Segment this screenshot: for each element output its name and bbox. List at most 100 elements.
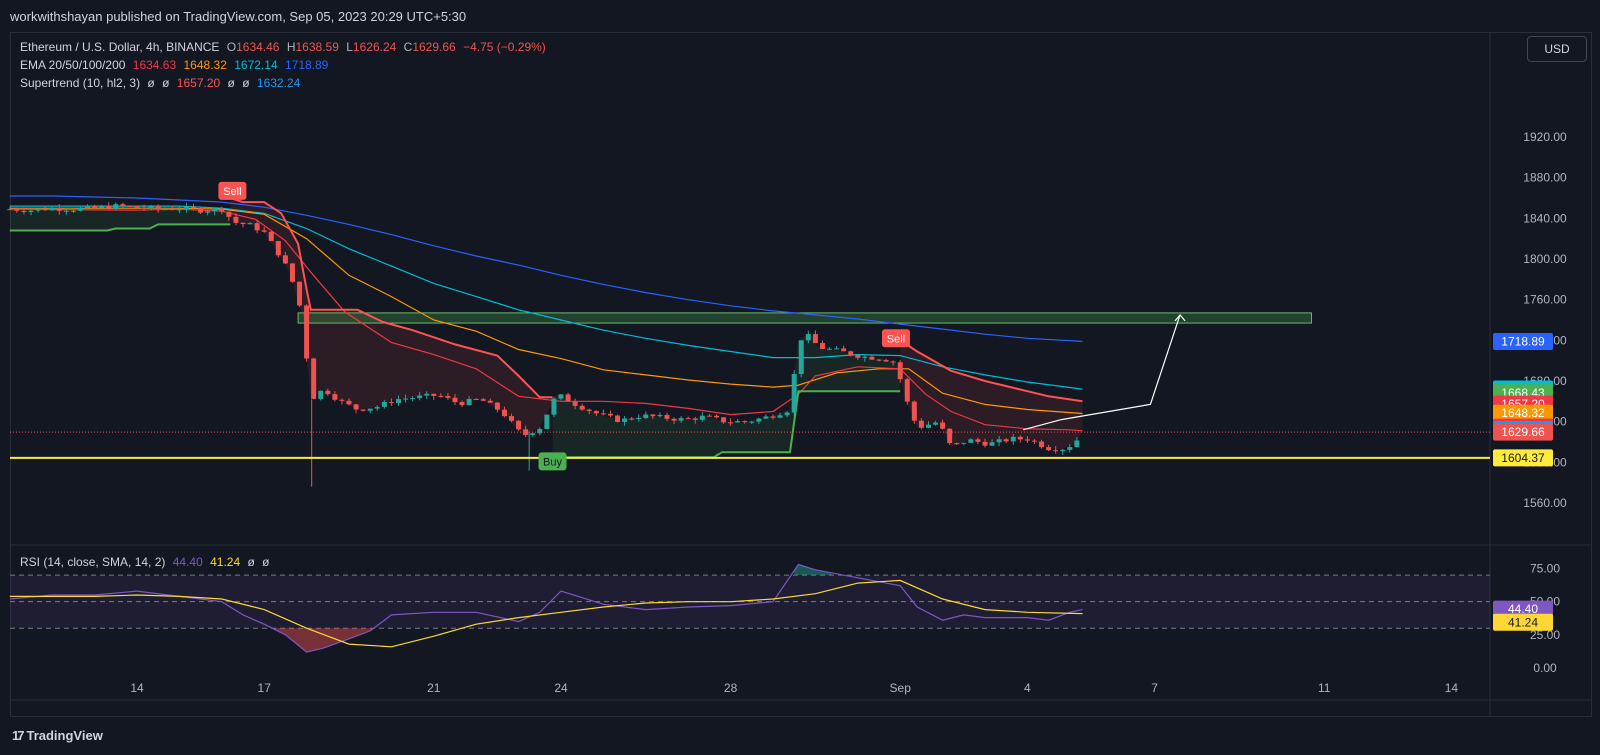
- candle-body: [728, 422, 734, 424]
- candle-body: [593, 411, 599, 414]
- candle-body: [339, 399, 345, 401]
- candle-body: [954, 443, 960, 445]
- candle-body: [155, 206, 161, 210]
- candle-body: [7, 209, 13, 211]
- candle-body: [516, 420, 522, 430]
- candle-body: [1060, 449, 1066, 452]
- candle-body: [862, 356, 868, 358]
- candle-body: [459, 402, 465, 406]
- tradingview-brand: TradingView: [26, 728, 103, 743]
- candle-body: [897, 362, 903, 380]
- candle-body: [92, 206, 98, 208]
- price-tick-label: 1920.00: [1523, 130, 1567, 144]
- ema200-line: [9, 195, 1083, 342]
- candle-body: [721, 417, 727, 423]
- rsi-tick-label: 75.00: [1530, 562, 1560, 576]
- rsi-label: RSI (14, close, SMA, 14, 2): [20, 555, 166, 569]
- top-bar: workwithshayan published on TradingView.…: [0, 0, 1600, 32]
- candle-body: [586, 409, 592, 412]
- candle-body: [360, 409, 366, 411]
- candle-body: [1067, 447, 1073, 450]
- candle-body: [395, 399, 401, 404]
- candle-body: [558, 394, 564, 399]
- candle-body: [749, 421, 755, 423]
- candle-body: [346, 400, 352, 405]
- candle-body: [933, 422, 939, 425]
- candle-body: [947, 428, 953, 444]
- candle-body: [148, 206, 154, 209]
- candle-body: [671, 418, 677, 421]
- time-tick-label: 14: [1445, 681, 1459, 695]
- candle-body: [282, 255, 288, 264]
- candle-body: [848, 351, 854, 356]
- candle-body: [261, 230, 267, 232]
- candle-body: [438, 395, 444, 397]
- candle-body: [706, 415, 712, 417]
- candle-body: [615, 415, 621, 422]
- candle-body: [289, 263, 295, 282]
- st-na-1: ø: [147, 76, 155, 90]
- candle-body: [940, 422, 946, 429]
- candle-body: [742, 421, 748, 423]
- candle-body: [311, 358, 317, 399]
- candle-body: [904, 379, 910, 402]
- candle-body: [212, 208, 218, 212]
- candle-body: [63, 210, 69, 212]
- candle-body: [1039, 441, 1045, 448]
- candle-body: [42, 208, 48, 211]
- projection-path: [1023, 314, 1181, 431]
- candle-body: [530, 433, 536, 435]
- sell-signal-badge: [881, 329, 910, 348]
- candle-body: [1046, 447, 1052, 451]
- tradingview-logo[interactable]: 17 TradingView: [12, 728, 103, 743]
- currency-button[interactable]: USD: [1527, 36, 1587, 62]
- candle-body: [876, 359, 882, 361]
- candle-body: [678, 418, 684, 421]
- price-axis-label: 1629.66: [1501, 425, 1545, 439]
- candle-body: [607, 413, 613, 416]
- candle-body: [134, 206, 140, 208]
- candle-body: [925, 424, 931, 428]
- high-label: H: [286, 40, 296, 54]
- time-tick-label: Sep: [890, 681, 912, 695]
- candle-body: [297, 281, 303, 306]
- buy-signal-badge: [538, 452, 567, 471]
- price-axis-label-bg: [1493, 332, 1553, 350]
- candle-body: [636, 417, 642, 420]
- candle-body: [834, 348, 840, 350]
- st-na-3: ø: [227, 76, 235, 90]
- price-tick-label: 1880.00: [1523, 171, 1567, 185]
- candle-body: [791, 374, 797, 413]
- candle-body: [841, 348, 847, 352]
- price-axis-label: 1604.37: [1501, 451, 1545, 465]
- candle-body: [28, 210, 34, 213]
- rsi-axis-label-bg: [1493, 600, 1553, 618]
- candle-body: [205, 211, 211, 213]
- candle-body: [56, 207, 62, 211]
- candle-body: [1074, 440, 1080, 448]
- change-value: −4.75 (−0.29%): [463, 40, 546, 54]
- candle-body: [996, 439, 1002, 443]
- candle-body: [21, 210, 27, 213]
- supertrend-up-line-0: [9, 223, 231, 232]
- candle-body: [381, 401, 387, 407]
- candle-body: [968, 439, 974, 443]
- candle-body: [1003, 439, 1009, 442]
- rsi-na-1: ø: [247, 555, 255, 569]
- price-tick-label: 1800.00: [1523, 252, 1567, 266]
- candle-body: [127, 205, 133, 207]
- candle-body: [643, 414, 649, 418]
- candle-body: [403, 398, 409, 400]
- candle-body: [226, 211, 232, 217]
- candle-body: [106, 206, 112, 209]
- candle-body: [452, 397, 458, 403]
- candle-body: [219, 208, 225, 212]
- supertrend-up-fill-1: [552, 335, 901, 458]
- time-tick-label: 24: [554, 681, 568, 695]
- time-tick-label: 11: [1318, 681, 1331, 695]
- supertrend-down-fill-0: [230, 198, 553, 436]
- candle-body: [388, 401, 394, 404]
- rsi-na-2: ø: [262, 555, 270, 569]
- footer-bar: 17 TradingView: [0, 717, 1600, 755]
